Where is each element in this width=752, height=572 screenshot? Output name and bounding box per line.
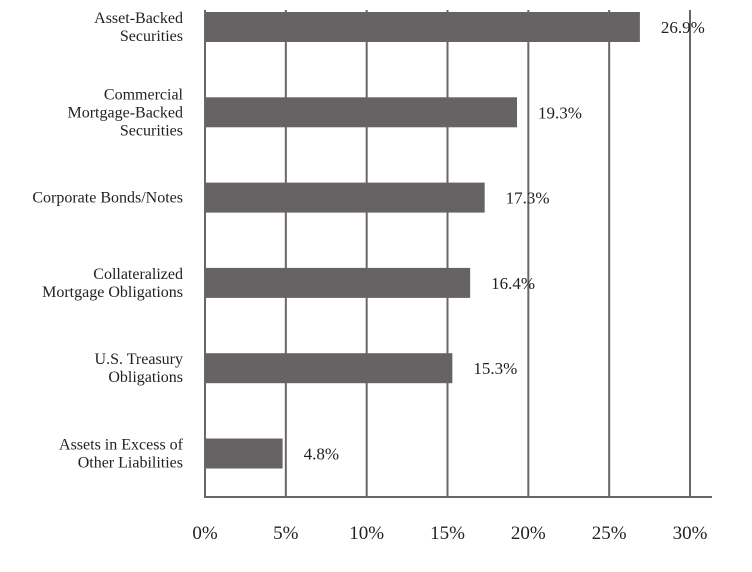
- value-label-3: 16.4%: [491, 274, 535, 293]
- value-label-1: 19.3%: [538, 103, 582, 122]
- category-label-4: U.S. Treasury Obligations: [95, 351, 183, 386]
- x-tick-label-30: 30%: [673, 523, 708, 544]
- bars: [205, 12, 640, 469]
- category-label-line: Collateralized: [93, 266, 183, 283]
- category-label-1: Commercial Mortgage-Backed Securities: [67, 86, 183, 139]
- bar-4: [205, 353, 453, 384]
- category-label-line: Obligations: [108, 369, 183, 386]
- x-tick-label-0: 0%: [192, 523, 218, 544]
- category-label-line: Assets in Excess of: [59, 437, 184, 454]
- bar-0: [205, 12, 640, 42]
- category-label-line: Mortgage Obligations: [42, 284, 183, 301]
- bar-2: [205, 182, 485, 213]
- category-label-0: Asset-Backed Securities: [94, 10, 183, 45]
- category-label-line: Other Liabilities: [78, 455, 183, 472]
- x-tick-label-25: 25%: [592, 523, 627, 544]
- category-label-line: U.S. Treasury: [95, 351, 183, 368]
- x-tick-labels: 0% 5% 10% 15% 20% 25% 30%: [192, 523, 707, 544]
- value-label-0: 26.9%: [661, 18, 705, 37]
- category-label-line: Commercial: [104, 86, 184, 103]
- category-label-line: Asset-Backed: [94, 10, 183, 27]
- category-label-line: Securities: [120, 122, 183, 139]
- value-labels: 26.9% 19.3% 17.3% 16.4% 15.3% 4.8%: [304, 18, 705, 464]
- grid-lines: [284, 10, 691, 497]
- category-label-5: Assets in Excess of Other Liabilities: [59, 437, 184, 472]
- category-label-line: Mortgage-Backed: [67, 104, 183, 121]
- bar-3: [205, 267, 471, 298]
- value-label-4: 15.3%: [473, 359, 517, 378]
- x-tick-label-5: 5%: [273, 523, 299, 544]
- category-label-3: Collateralized Mortgage Obligations: [42, 266, 183, 301]
- axes: [204, 10, 712, 498]
- x-tick-label-20: 20%: [511, 523, 546, 544]
- value-label-2: 17.3%: [506, 189, 550, 208]
- bar-1: [205, 97, 518, 128]
- x-tick-label-10: 10%: [349, 523, 384, 544]
- category-label-line: Corporate Bonds/Notes: [32, 190, 183, 207]
- x-tick-label-15: 15%: [430, 523, 465, 544]
- value-label-5: 4.8%: [304, 445, 339, 464]
- category-label-line: Securities: [120, 28, 183, 45]
- category-label-2: Corporate Bonds/Notes: [32, 190, 183, 207]
- bar-5: [205, 438, 283, 469]
